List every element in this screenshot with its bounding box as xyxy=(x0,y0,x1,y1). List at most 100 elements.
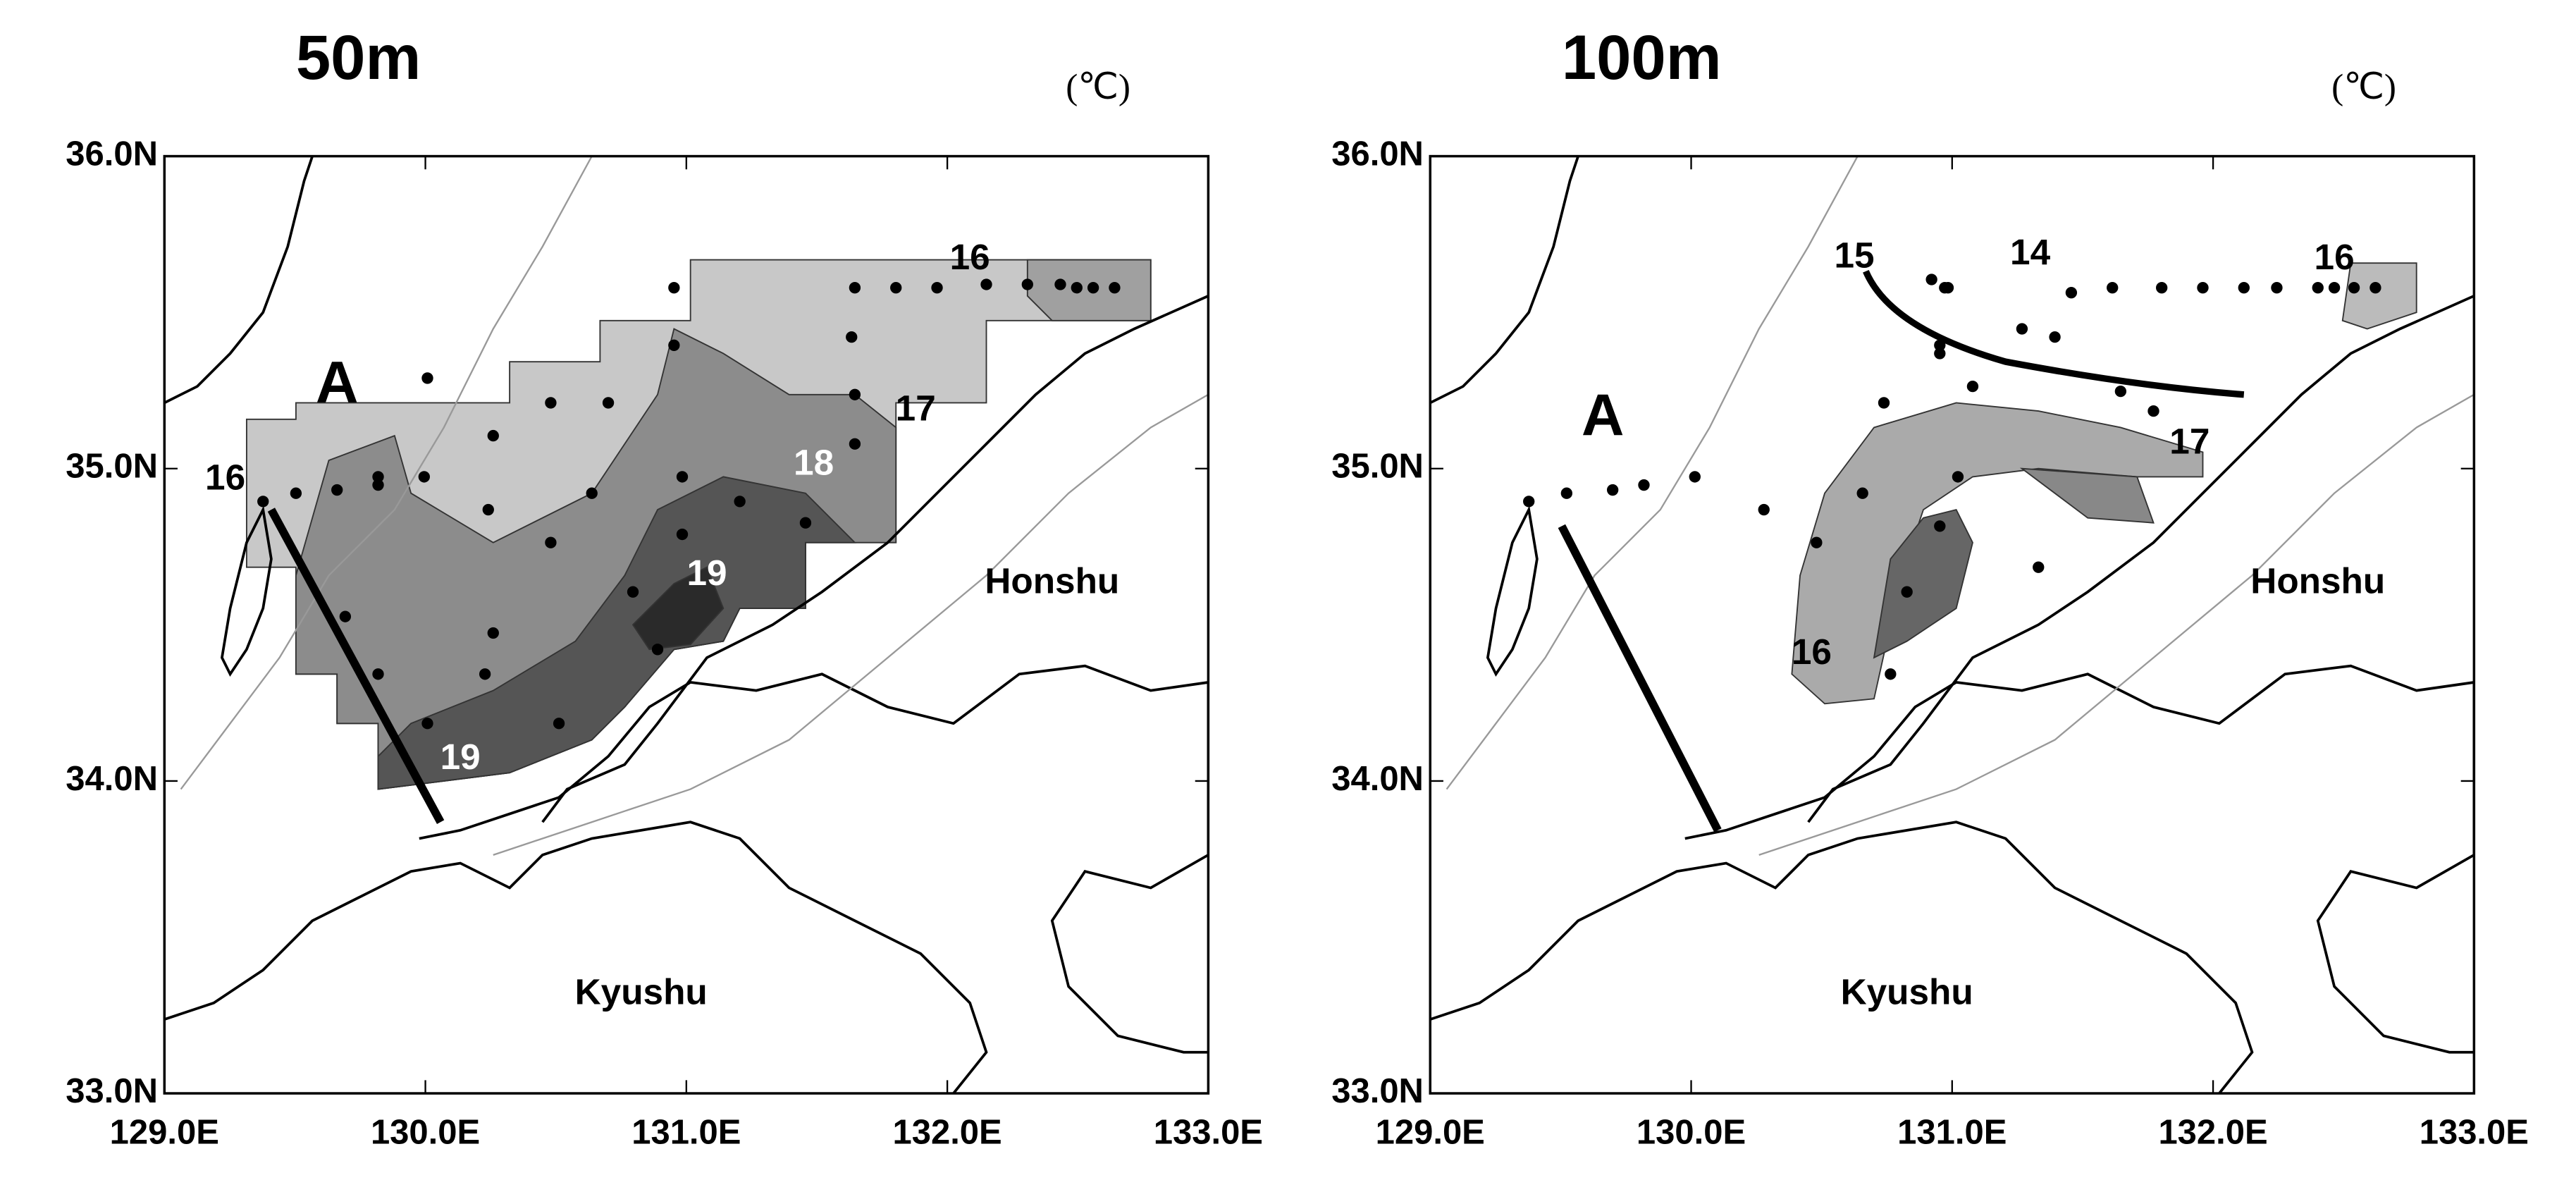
x-tick-label: 133.0E xyxy=(2420,1113,2529,1151)
station xyxy=(2107,282,2119,294)
contour-label: 19 xyxy=(686,553,727,593)
coastline xyxy=(1486,505,1539,677)
station xyxy=(980,278,992,290)
station xyxy=(1087,282,1099,294)
station xyxy=(1925,274,1937,285)
map-body xyxy=(1430,156,2475,1094)
station xyxy=(627,586,639,598)
station xyxy=(2016,323,2028,335)
isobath xyxy=(493,393,1209,856)
x-tick-label: 131.0E xyxy=(631,1113,741,1151)
station xyxy=(1885,668,1897,680)
x-tick-label: 129.0E xyxy=(1376,1113,1485,1151)
station xyxy=(1811,536,1823,548)
place-label: Honshu xyxy=(2250,561,2385,601)
station xyxy=(1934,520,1946,532)
station xyxy=(545,397,557,409)
station xyxy=(2033,561,2045,573)
station xyxy=(2328,282,2341,294)
station xyxy=(668,339,680,351)
isobath xyxy=(1446,156,1859,790)
temperature-shade xyxy=(2019,467,2155,524)
station xyxy=(553,718,565,730)
station xyxy=(339,610,352,622)
station xyxy=(890,282,902,294)
station xyxy=(421,718,433,730)
station xyxy=(849,438,861,450)
station xyxy=(257,496,269,508)
station xyxy=(676,471,689,483)
station xyxy=(2312,282,2324,294)
station xyxy=(1523,496,1535,508)
station xyxy=(1638,479,1650,491)
coastline xyxy=(1684,664,2475,1054)
station xyxy=(2348,282,2360,294)
station xyxy=(1942,282,1954,294)
station xyxy=(1560,487,1573,499)
station xyxy=(290,487,302,499)
contour-label: 16 xyxy=(2315,237,2355,277)
station xyxy=(1966,380,1979,393)
station xyxy=(586,487,598,499)
station xyxy=(1071,282,1083,294)
x-tick-label: 131.0E xyxy=(1897,1113,2007,1151)
station xyxy=(331,484,343,496)
y-tick-label: 34.0N xyxy=(66,760,158,798)
station xyxy=(372,479,384,491)
station xyxy=(2369,282,2381,294)
station xyxy=(734,496,746,508)
y-tick-label: 36.0N xyxy=(1331,135,1424,173)
coastline xyxy=(1430,821,2254,1094)
transect-line xyxy=(267,508,445,824)
map-panel: 100m (℃) 129.0E 130.0E 131.0E 132.0E 133.0E 36.… xyxy=(1331,23,2529,1151)
station xyxy=(418,471,430,483)
unit-label: (℃) xyxy=(1066,67,1130,107)
station xyxy=(1878,397,1890,409)
station xyxy=(2271,282,2283,294)
isotherm-15 xyxy=(1863,269,2245,398)
station xyxy=(602,397,615,409)
y-tick-label: 35.0N xyxy=(66,448,158,486)
contour-label: 16 xyxy=(950,237,990,277)
x-tick-label: 132.0E xyxy=(892,1113,1002,1151)
contour-label: 16 xyxy=(1792,632,1832,672)
coastline xyxy=(1430,156,1579,405)
coastline xyxy=(220,505,273,677)
station xyxy=(421,372,433,384)
coastlines xyxy=(1430,156,2475,1094)
place-label: Kyushu xyxy=(1841,972,1973,1012)
y-tick-label: 35.0N xyxy=(1331,448,1424,486)
panel-title: 50m xyxy=(296,23,421,92)
contour-label: 18 xyxy=(794,443,834,483)
temperature-shade xyxy=(631,566,725,651)
station xyxy=(1689,471,1701,483)
map-body xyxy=(164,156,1209,1094)
station xyxy=(931,282,943,294)
station xyxy=(2147,405,2159,417)
station xyxy=(1856,487,1868,499)
y-tick-label: 34.0N xyxy=(1331,760,1424,798)
station xyxy=(651,644,664,656)
coastline xyxy=(1807,295,2475,823)
station xyxy=(1934,348,1946,360)
station xyxy=(2238,282,2250,294)
x-tick-label: 130.0E xyxy=(371,1113,480,1151)
station xyxy=(372,668,384,680)
contour-label: 14 xyxy=(2010,232,2051,272)
station xyxy=(1606,484,1619,496)
unit-label: (℃) xyxy=(2331,67,2396,107)
x-tick-label: 130.0E xyxy=(1637,1113,1746,1151)
station xyxy=(487,627,499,639)
station xyxy=(668,282,680,294)
place-label: Honshu xyxy=(985,561,1119,601)
station xyxy=(1952,471,1964,483)
contour-label: 19 xyxy=(440,737,481,777)
station xyxy=(2114,385,2127,398)
temperature-shade xyxy=(1873,508,1973,659)
temperature-shade xyxy=(2341,262,2417,330)
coastline xyxy=(419,664,1209,1054)
contour-label: 17 xyxy=(896,388,936,429)
x-tick-label: 133.0E xyxy=(1154,1113,1263,1151)
coastline xyxy=(164,821,988,1094)
x-tick-label: 129.0E xyxy=(110,1113,219,1151)
